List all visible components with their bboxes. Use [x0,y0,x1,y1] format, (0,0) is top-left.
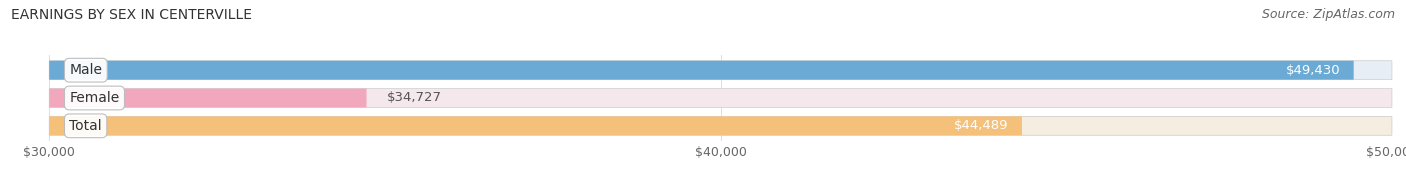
FancyBboxPatch shape [49,89,367,107]
Text: Source: ZipAtlas.com: Source: ZipAtlas.com [1261,8,1395,21]
FancyBboxPatch shape [49,61,1392,80]
FancyBboxPatch shape [49,116,1022,135]
FancyBboxPatch shape [49,116,1392,135]
FancyBboxPatch shape [49,61,1354,80]
Text: EARNINGS BY SEX IN CENTERVILLE: EARNINGS BY SEX IN CENTERVILLE [11,8,252,22]
FancyBboxPatch shape [49,89,1392,107]
Text: Total: Total [69,119,103,133]
Text: Male: Male [69,63,103,77]
Text: $44,489: $44,489 [955,119,1008,132]
Text: $49,430: $49,430 [1285,64,1340,77]
Text: $34,727: $34,727 [387,92,441,104]
Text: Female: Female [69,91,120,105]
